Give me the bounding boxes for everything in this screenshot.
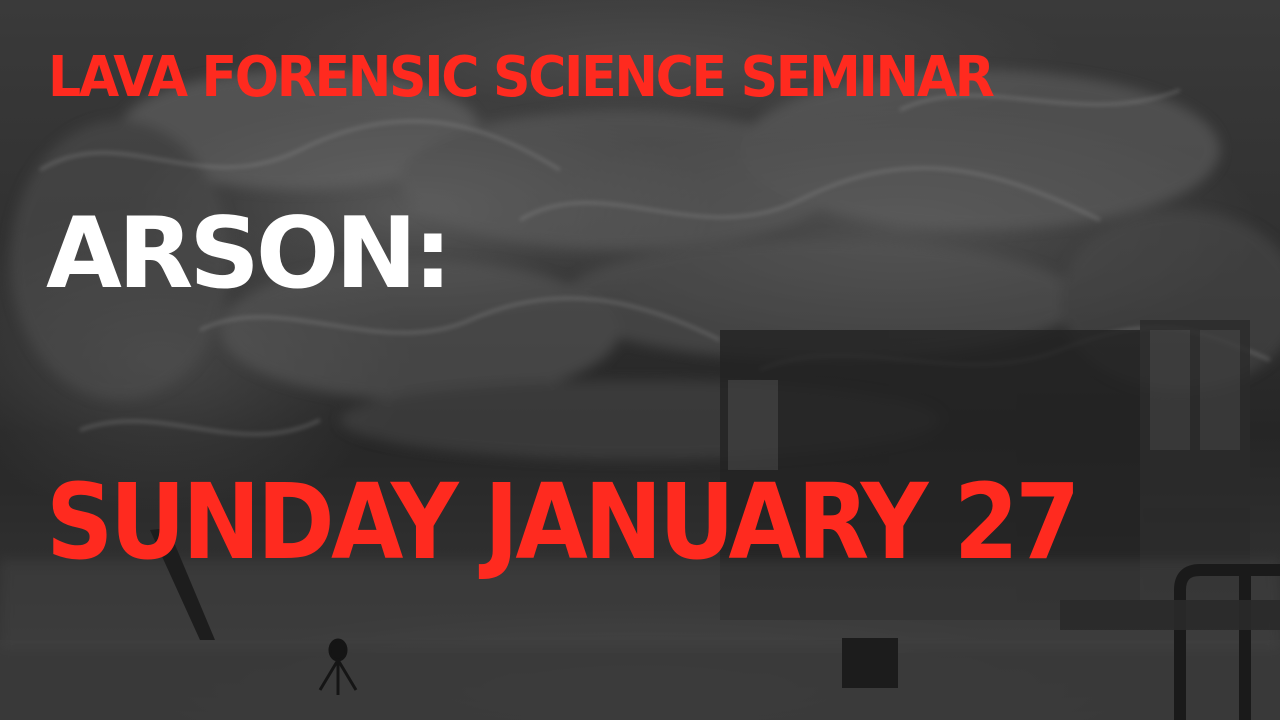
event-date: SUNDAY JANUARY 27 (46, 461, 1080, 583)
seminar-title: LAVA FORENSIC SCIENCE SEMINAR (48, 45, 995, 110)
topic-title: ARSON: (46, 197, 452, 311)
